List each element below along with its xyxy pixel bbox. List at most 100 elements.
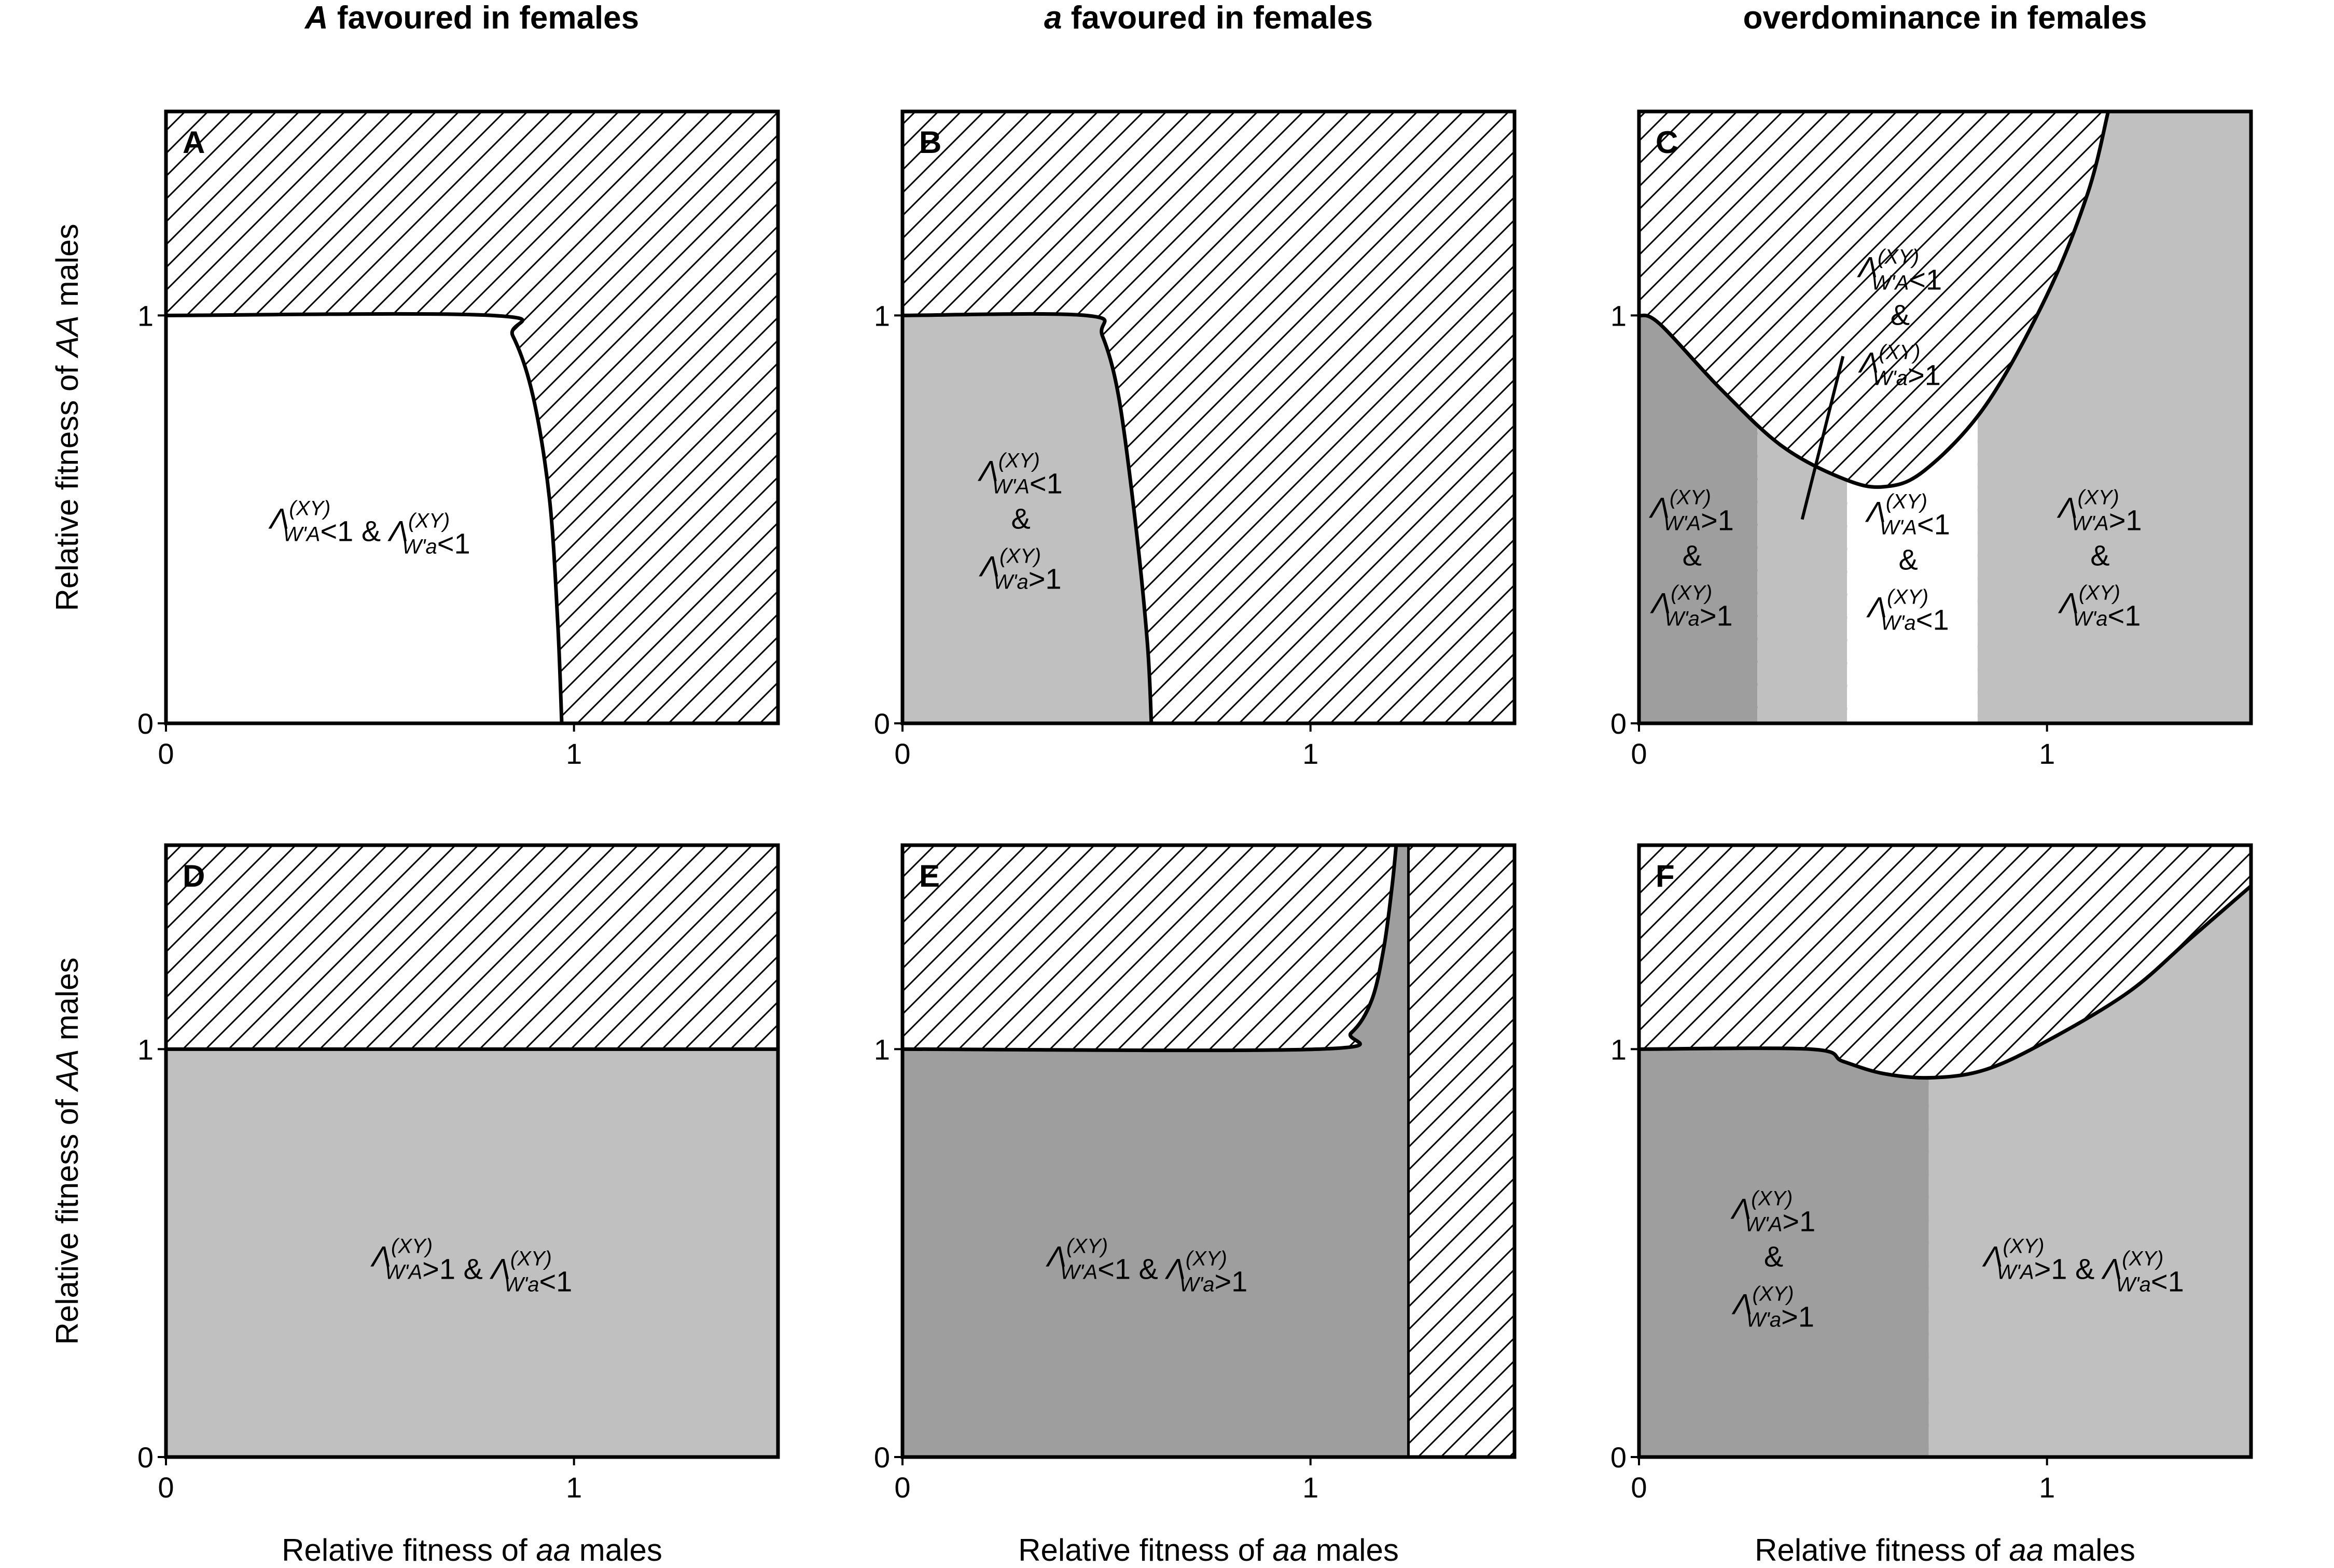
- boundary-curve: [902, 312, 1154, 723]
- region-label-line: Λ(XY) W'A>1: [2057, 486, 2142, 536]
- panel-frame: [900, 109, 1517, 725]
- panel-frame: [1637, 843, 2253, 1459]
- svg-text:Λ(XY)W'A>1: Λ(XY) W'A>1: [1649, 486, 1734, 536]
- region-strip: [1395, 845, 1409, 1457]
- y-tick-label: 1: [137, 299, 154, 332]
- x-tick-label: 1: [2039, 1471, 2055, 1504]
- x-tick-label: 1: [1302, 737, 1318, 770]
- svg-text:Λ(XY)W'A>1: Λ(XY) W'A>1: [2057, 486, 2142, 536]
- region-label-4: Λ(XY) W'A>1& Λ(XY) W'a<1: [2057, 486, 2142, 632]
- y-tick-label: 1: [874, 1033, 890, 1066]
- panel-letter: D: [183, 859, 205, 893]
- region-label-line: Λ(XY) W'A>1: [1649, 486, 1734, 536]
- ticks: 0 1 0 1: [137, 1033, 582, 1504]
- x-axis-label-1: Relative fitness of aa males: [282, 1533, 662, 1565]
- svg-text:&: &: [1764, 1240, 1783, 1273]
- panel-letter: C: [1656, 125, 1678, 160]
- x-tick-label: 0: [158, 1471, 174, 1504]
- boundary-curve: [1639, 111, 2110, 489]
- region-fill: [902, 314, 1151, 723]
- x-tick-label: 0: [1631, 737, 1647, 770]
- region-label-3: Λ(XY) W'A<1& Λ(XY) W'a<1: [1865, 490, 1950, 636]
- region-label-line: Λ(XY) W'A<1: [977, 450, 1062, 500]
- x-tick-label: 0: [894, 737, 910, 770]
- y-tick-label: 0: [874, 707, 890, 740]
- panel-frame: [1637, 109, 2253, 725]
- x-tick-label: 1: [2039, 737, 2055, 770]
- svg-text:&: &: [2090, 539, 2109, 571]
- plot-area-C: Λ(XY) W'A<1&Λ(XY) W'a>1Λ(XY) W'A>1&Λ(XY) W'a…: [1639, 111, 2251, 723]
- boundary-curve: [1639, 885, 2251, 1080]
- region-label-line: Λ(XY) W'A<1: [1857, 245, 1942, 296]
- boundary-curve: [902, 845, 1398, 1053]
- ticks: 0 1 0 1: [874, 1033, 1318, 1504]
- region-label-1: Λ(XY) W'A<1& Λ(XY) W'a>1: [977, 450, 1062, 595]
- y-tick-label: 1: [1610, 299, 1627, 332]
- region-label-line: Λ(XY) W'a>1: [1731, 1283, 1814, 1333]
- panel-letter: A: [183, 125, 205, 160]
- pointer-line: [1800, 356, 1845, 520]
- x-tick-label: 0: [1631, 1471, 1647, 1504]
- region-label-line: Λ(XY) W'a<1: [2058, 581, 2141, 632]
- region-fill: [166, 314, 562, 723]
- x-tick-label: 0: [158, 737, 174, 770]
- boundary-curve: [166, 312, 564, 723]
- panel-D: Λ(XY) W'A>1 & Λ(XY) W'a<1 D 0 1 0 1: [137, 843, 780, 1504]
- svg-text:Λ(XY)W'A<1: Λ(XY) W'A<1: [977, 450, 1062, 500]
- region-below-boundary: [166, 1049, 778, 1457]
- y-tick-label: 0: [1610, 707, 1627, 740]
- y-tick-label: 0: [137, 707, 154, 740]
- ticks: 0 1 0 1: [1610, 299, 2055, 770]
- region-label-line: Λ(XY) W'A>1: [1730, 1187, 1815, 1238]
- svg-text:Λ(XY)W'a>1: Λ(XY) W'a>1: [979, 545, 1062, 595]
- y-axis-label-1: Relative fitness of AA males: [50, 224, 85, 611]
- region-label-1: Λ(XY) W'A<1& Λ(XY) W'a>1: [1857, 245, 1942, 391]
- x-axis-label-2: Relative fitness of aa males: [1018, 1533, 1399, 1565]
- region-below-boundary: [166, 314, 562, 723]
- y-tick-label: 1: [137, 1033, 154, 1066]
- svg-text:Λ(XY)W'A>1 & Λ(XY)W'a<1: Λ(XY) W'A>1 & Λ(XY) W'a<1: [370, 1235, 573, 1298]
- svg-text:Λ(XY)W'A<1: Λ(XY) W'A<1: [1857, 245, 1942, 296]
- svg-text:Λ(XY)W'a>1: Λ(XY) W'a>1: [1731, 1283, 1814, 1333]
- panel-F: Λ(XY) W'A>1& Λ(XY) W'a>1 Λ(XY) W'A>1 & Λ(XY) W…: [1610, 843, 2253, 1504]
- svg-text:Λ(XY)W'a<1: Λ(XY) W'a<1: [1866, 585, 1949, 636]
- panel-frame: [164, 109, 780, 725]
- column-title-1: A favoured in females: [304, 0, 639, 36]
- column-title-3: overdominance in females: [1743, 0, 2147, 36]
- region-right-of-line: [1408, 845, 1515, 1457]
- plot-area-A: Λ(XY) W'A<1 & Λ(XY) W'a<1: [166, 111, 778, 723]
- region-label-1: Λ(XY) W'A>1 & Λ(XY) W'a<1: [370, 1235, 573, 1298]
- panel-frame: [900, 843, 1517, 1459]
- region-label-1: Λ(XY) W'A<1 & Λ(XY) W'a<1: [268, 497, 470, 560]
- x-tick-label: 1: [566, 737, 582, 770]
- column-title-2: a favoured in females: [1044, 0, 1373, 36]
- region-label-line: &: [1683, 539, 1702, 571]
- panel-frame: [164, 843, 780, 1459]
- svg-text:&: &: [1011, 502, 1030, 535]
- svg-text:Λ(XY)W'a>1: Λ(XY) W'a>1: [1858, 341, 1941, 391]
- svg-text:&: &: [1891, 298, 1910, 331]
- region-label-line: &: [1899, 543, 1918, 576]
- svg-text:&: &: [1899, 543, 1918, 576]
- region-label-2: Λ(XY) W'A>1& Λ(XY) W'a>1: [1649, 486, 1734, 632]
- x-tick-label: 1: [1302, 1471, 1318, 1504]
- svg-text:Λ(XY)W'a>1: Λ(XY) W'a>1: [1650, 581, 1733, 632]
- region-below-boundary: [902, 314, 1151, 723]
- y-tick-label: 0: [1610, 1441, 1627, 1474]
- region-label-line: Λ(XY) W'a>1: [1858, 341, 1941, 391]
- svg-text:&: &: [1683, 539, 1702, 571]
- svg-text:Λ(XY)W'A<1 & Λ(XY)W'a<1: Λ(XY) W'A<1 & Λ(XY) W'a<1: [268, 497, 470, 560]
- panel-letter: E: [919, 859, 940, 893]
- panel-letter: F: [1656, 859, 1675, 893]
- region-label-line: Λ(XY) W'A<1 & Λ(XY) W'a>1: [1046, 1235, 1248, 1298]
- region-label-line: Λ(XY) W'a<1: [1866, 585, 1949, 636]
- svg-text:Λ(XY)W'A>1 & Λ(XY)W'a<1: Λ(XY) W'A>1 & Λ(XY) W'a<1: [1982, 1235, 2184, 1298]
- panel-A: Λ(XY) W'A<1 & Λ(XY) W'a<1 A 0 1 0 1: [137, 109, 780, 770]
- panel-E: Λ(XY) W'A<1 & Λ(XY) W'a>1 E 0 1 0 1: [874, 843, 1517, 1504]
- region-label-line: &: [1764, 1240, 1783, 1273]
- panel-letter: B: [919, 125, 941, 160]
- region-label-line: Λ(XY) W'A>1 & Λ(XY) W'a<1: [370, 1235, 573, 1298]
- region-label-line: &: [1891, 298, 1910, 331]
- region-label-1: Λ(XY) W'A>1& Λ(XY) W'a>1: [1730, 1187, 1815, 1333]
